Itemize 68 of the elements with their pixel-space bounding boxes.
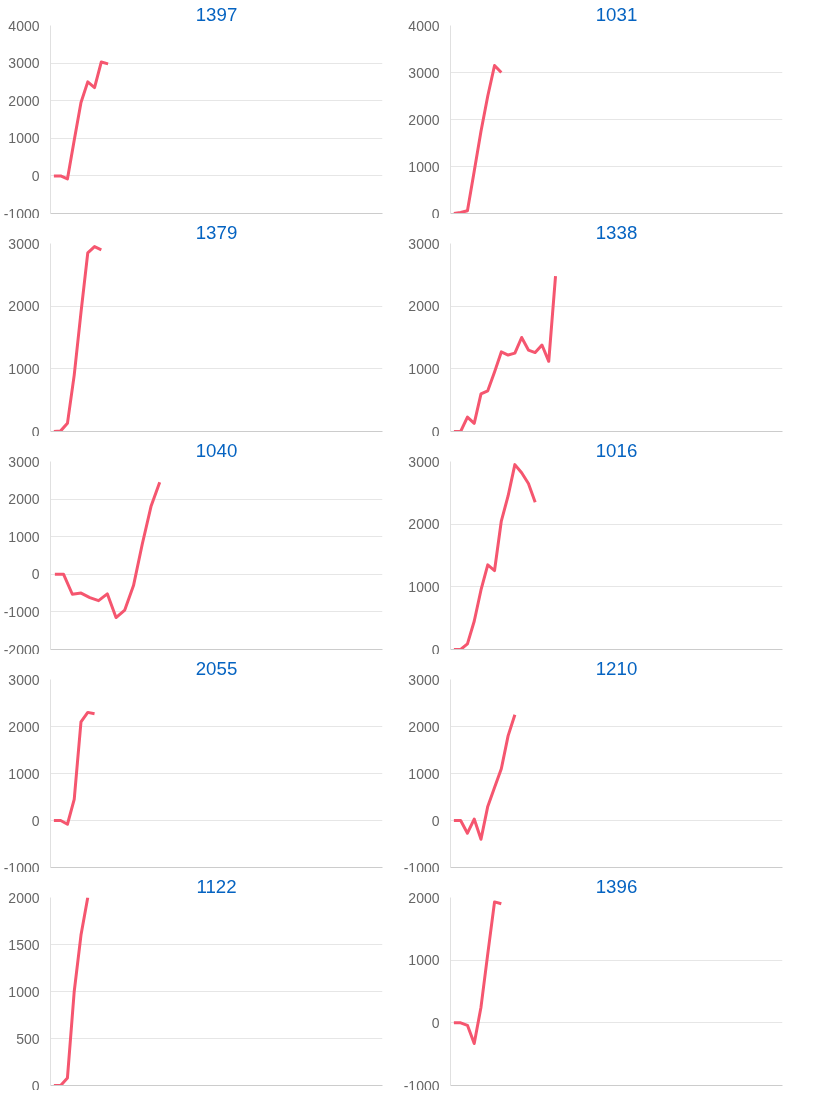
y-tick-label: 3000: [8, 235, 40, 252]
y-tick-label: 0: [431, 205, 440, 222]
y-tick-label: 3000: [408, 671, 440, 688]
y-tick-label: -1000: [403, 1077, 440, 1094]
chart-title: 1397: [195, 3, 238, 25]
y-tick-label: 2000: [8, 491, 40, 508]
chart-title: 1396: [595, 875, 638, 897]
line-series: [452, 713, 517, 841]
y-tick-label: 1000: [8, 983, 40, 1000]
line-series: [52, 710, 97, 826]
y-tick-label: 4000: [408, 17, 440, 34]
y-tick-label: -1000: [3, 205, 40, 222]
y-tick-label: 4000: [8, 17, 40, 34]
line-series: [52, 60, 110, 181]
line-series: [53, 480, 162, 620]
chart-title: 1379: [195, 221, 238, 243]
chart-title: 1122: [196, 875, 237, 897]
y-tick-label: -1000: [3, 859, 40, 876]
chart-title: 1040: [195, 439, 238, 461]
y-tick-label: -1000: [403, 859, 440, 876]
y-tick-label: 3000: [8, 453, 40, 470]
y-tick-label: 1000: [8, 528, 40, 545]
y-tick-label: 0: [31, 566, 40, 583]
y-tick-label: 500: [16, 1030, 40, 1047]
line-series: [52, 245, 103, 432]
y-tick-label: 1000: [408, 360, 440, 377]
y-tick-label: 3000: [408, 453, 440, 470]
y-tick-label: 0: [431, 641, 440, 658]
y-tick-label: 1000: [8, 360, 40, 377]
y-tick-label: 1500: [8, 936, 40, 953]
y-tick-label: 0: [31, 1077, 40, 1094]
line-series: [452, 900, 503, 1046]
y-tick-label: 3000: [408, 64, 440, 81]
chart-title: 1031: [595, 3, 638, 25]
y-tick-label: 2000: [408, 718, 440, 735]
y-tick-label: 3000: [8, 55, 40, 72]
y-tick-label: 0: [431, 812, 440, 829]
y-tick-label: 2000: [8, 889, 40, 906]
y-tick-label: 1000: [408, 952, 440, 969]
chart-title: 2055: [195, 657, 238, 679]
y-tick-label: 2000: [8, 298, 40, 315]
y-tick-label: 2000: [408, 111, 440, 128]
y-tick-label: 2000: [8, 718, 40, 735]
y-tick-label: 0: [431, 423, 440, 440]
y-tick-label: 2000: [408, 298, 440, 315]
y-tick-label: -2000: [3, 641, 40, 658]
line-series: [452, 274, 558, 432]
chart-title: 1210: [595, 657, 638, 679]
y-tick-label: 1000: [8, 130, 40, 147]
y-tick-label: 0: [31, 167, 40, 184]
y-tick-label: 3000: [408, 235, 440, 252]
line-series: [452, 63, 503, 214]
y-tick-label: 0: [31, 423, 40, 440]
y-tick-label: 0: [431, 1014, 440, 1031]
y-tick-label: 3000: [8, 671, 40, 688]
line-series: [452, 463, 537, 650]
line-series: [52, 897, 90, 1086]
y-tick-label: 2000: [408, 516, 440, 533]
y-tick-label: -1000: [3, 603, 40, 620]
y-tick-label: 1000: [408, 578, 440, 595]
y-tick-label: 2000: [8, 92, 40, 109]
chart-title: 1016: [595, 439, 638, 461]
y-tick-label: 0: [31, 812, 40, 829]
chart-title: 1338: [595, 221, 638, 243]
y-tick-label: 1000: [8, 765, 40, 782]
y-tick-label: 1000: [408, 765, 440, 782]
y-tick-label: 2000: [408, 889, 440, 906]
y-tick-label: 1000: [408, 158, 440, 175]
